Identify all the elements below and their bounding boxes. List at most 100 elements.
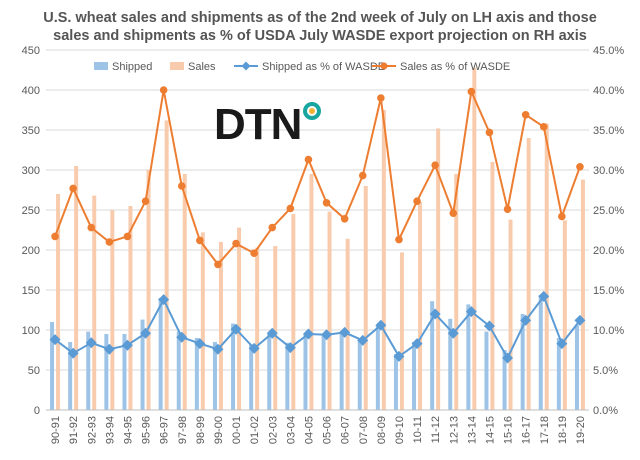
bar-sales <box>92 195 97 410</box>
x-tick-label: 19-20 <box>575 416 587 444</box>
bar-sales <box>490 162 495 410</box>
bar-sales <box>164 120 169 411</box>
bar-shipped <box>86 331 91 410</box>
point-shipped-pct <box>556 338 568 350</box>
point-sales-pct <box>485 128 494 137</box>
x-tick-label: 05-06 <box>322 416 334 444</box>
legend-item: Sales as % of WASDE <box>372 61 510 73</box>
y-right-tick-label: 5.0% <box>593 365 618 377</box>
point-sales-pct <box>413 197 421 205</box>
x-tick-label: 15-16 <box>503 416 515 444</box>
bar-sales <box>327 211 332 410</box>
bar-shipped <box>339 333 344 410</box>
x-tick-label: 18-19 <box>557 416 569 444</box>
point-shipped-pct <box>483 320 495 332</box>
x-tick-label: 93-94 <box>104 416 116 444</box>
y-left-tick-label: 100 <box>22 325 40 337</box>
point-shipped-pct <box>284 342 296 354</box>
bar-shipped <box>68 342 73 410</box>
bar-shipped <box>212 342 217 410</box>
y-right-tick-label: 25.0% <box>593 205 624 217</box>
point-shipped-pct <box>302 328 314 340</box>
bar-sales <box>110 210 115 410</box>
series-line-shipped-as-of-wasde <box>54 294 581 361</box>
bar-sales <box>273 246 278 410</box>
x-tick-label: 91-92 <box>68 416 80 444</box>
legend-marker <box>380 62 388 70</box>
bar-sales <box>544 123 549 410</box>
bar-shipped <box>176 331 181 410</box>
x-tick-label: 90-91 <box>50 416 62 444</box>
point-sales-pct <box>51 232 59 241</box>
point-sales-pct <box>322 199 331 207</box>
legend-swatch <box>170 62 184 70</box>
x-tick-label: 98-99 <box>195 416 207 444</box>
x-tick-label: 12-13 <box>448 416 460 444</box>
point-sales-pct <box>159 86 168 94</box>
point-shipped-pct <box>103 343 115 355</box>
x-tick-label: 10-11 <box>412 416 424 443</box>
point-shipped-pct <box>375 319 387 331</box>
legend: Shipped Sales Shipped as % of WASDE Sales a… <box>94 61 510 73</box>
x-tick-label: 02-03 <box>267 416 279 444</box>
bar-sales <box>218 242 223 410</box>
point-shipped-pct <box>67 347 79 359</box>
point-sales-pct <box>268 223 277 232</box>
bar-shipped <box>466 304 471 410</box>
point-sales-pct <box>196 236 204 245</box>
bar-sales <box>526 138 531 410</box>
point-sales-pct <box>558 212 566 221</box>
point-shipped-pct <box>429 308 441 320</box>
bar-sales <box>74 166 79 410</box>
point-shipped-pct <box>411 338 423 350</box>
point-sales-pct <box>214 260 222 269</box>
bar-shipped <box>538 294 543 410</box>
x-tick-label: 94-95 <box>122 416 134 444</box>
bar-sales <box>580 179 585 410</box>
point-sales-pct <box>286 204 295 213</box>
y-left-tick-label: 300 <box>22 165 40 177</box>
x-tick-label: 95-96 <box>141 416 153 444</box>
bar-sales <box>418 202 423 410</box>
y-right-tick-label: 35.0% <box>593 125 624 137</box>
bar-sales <box>345 238 350 410</box>
point-sales-pct <box>105 238 114 246</box>
bar-sales <box>309 174 314 410</box>
dtn-logo-dot-icon <box>303 102 321 120</box>
bar-shipped <box>574 325 579 410</box>
bar-sales <box>454 174 459 410</box>
legend-label: Shipped <box>112 61 152 73</box>
bar-sales <box>128 206 133 410</box>
x-tick-label: 11-12 <box>430 416 442 443</box>
bar-sales <box>399 252 404 410</box>
legend-label: Sales as % of WASDE <box>400 61 510 73</box>
x-tick-label: 04-05 <box>303 416 315 444</box>
y-left-tick-label: 250 <box>22 205 40 217</box>
point-sales-pct <box>69 184 77 193</box>
x-tick-label: 92-93 <box>86 416 98 444</box>
point-shipped-pct <box>230 323 242 335</box>
point-shipped-pct <box>194 338 206 350</box>
x-tick-label: 13-14 <box>466 416 478 444</box>
y-right-tick-label: 40.0% <box>593 85 624 97</box>
bar-sales <box>255 247 260 410</box>
point-shipped-pct <box>176 331 188 343</box>
y-right-tick-label: 10.0% <box>593 325 624 337</box>
point-shipped-pct <box>339 326 351 338</box>
x-tick-label: 96-97 <box>159 416 171 444</box>
bar-shipped <box>357 338 362 410</box>
y-left-tick-label: 450 <box>22 45 40 57</box>
point-sales-pct <box>377 94 385 102</box>
bar-sales <box>562 220 567 410</box>
point-sales-pct <box>431 161 439 169</box>
x-tick-label: 01-02 <box>249 416 261 444</box>
x-tick-label: 07-08 <box>358 416 370 444</box>
point-shipped-pct <box>158 294 170 306</box>
point-shipped-pct <box>538 290 550 302</box>
bar-shipped <box>484 331 489 410</box>
bar-shipped <box>231 323 236 410</box>
legend-marker <box>241 61 251 71</box>
y-left-tick-label: 0 <box>34 405 40 417</box>
point-sales-pct <box>250 249 258 257</box>
point-shipped-pct <box>140 327 152 339</box>
